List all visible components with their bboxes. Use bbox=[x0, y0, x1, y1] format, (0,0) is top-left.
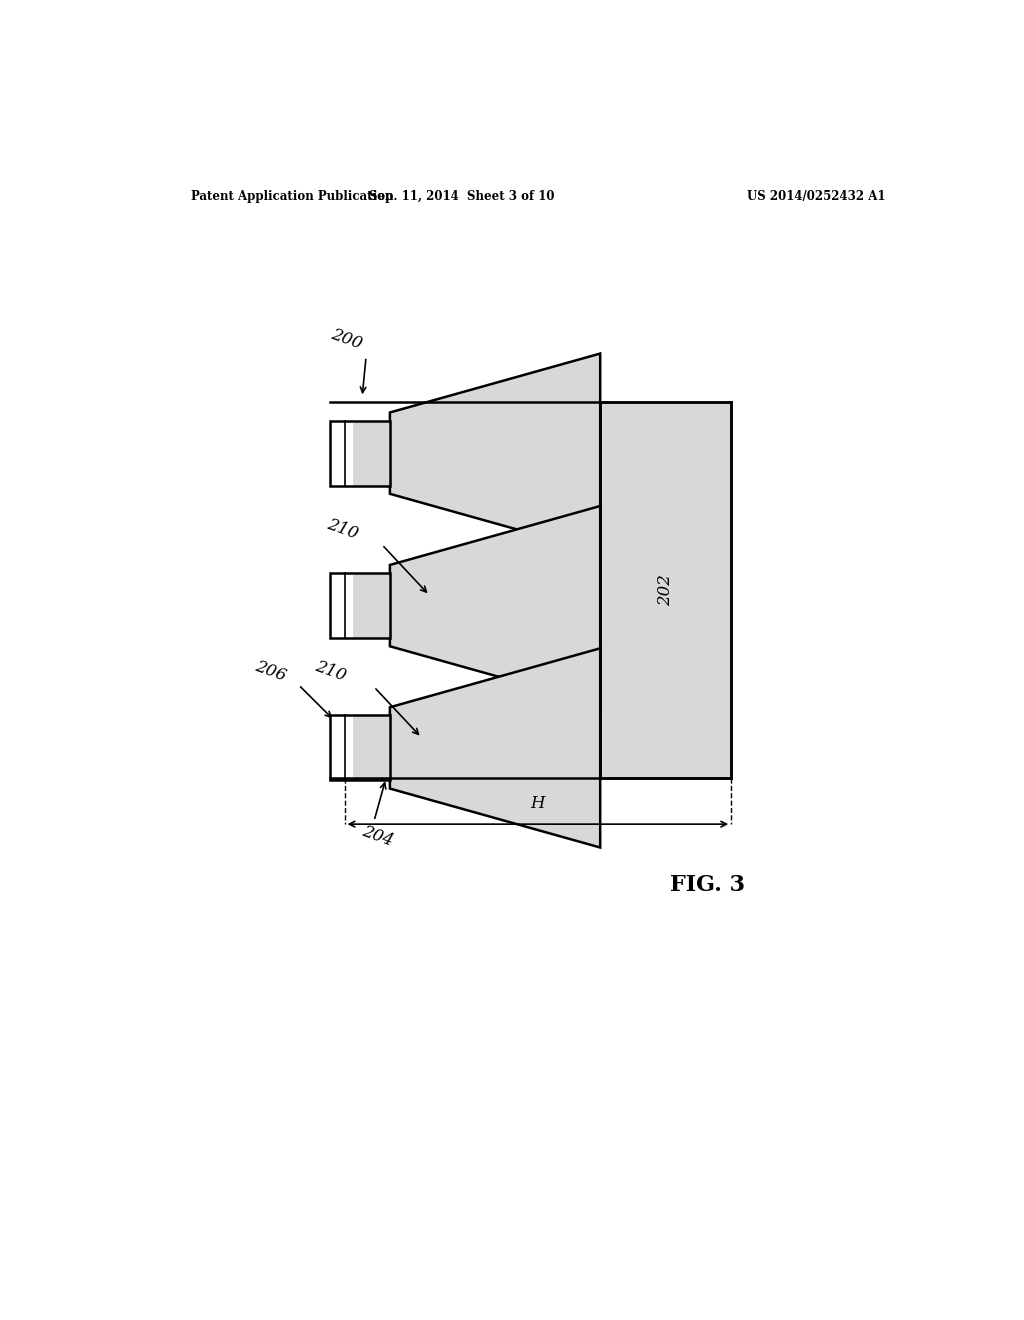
Text: 210: 210 bbox=[325, 516, 360, 543]
FancyBboxPatch shape bbox=[331, 573, 345, 638]
Text: 204: 204 bbox=[360, 822, 396, 850]
Text: 202: 202 bbox=[657, 574, 674, 606]
FancyBboxPatch shape bbox=[352, 421, 390, 486]
FancyBboxPatch shape bbox=[352, 715, 390, 780]
Polygon shape bbox=[390, 354, 600, 553]
FancyBboxPatch shape bbox=[600, 403, 731, 779]
Text: FIG. 3: FIG. 3 bbox=[670, 874, 744, 896]
Text: Sep. 11, 2014  Sheet 3 of 10: Sep. 11, 2014 Sheet 3 of 10 bbox=[369, 190, 554, 202]
FancyBboxPatch shape bbox=[331, 715, 345, 780]
Polygon shape bbox=[390, 506, 600, 705]
Text: 206: 206 bbox=[253, 659, 289, 685]
FancyBboxPatch shape bbox=[345, 715, 352, 780]
FancyBboxPatch shape bbox=[345, 573, 352, 638]
Text: H: H bbox=[530, 795, 545, 812]
FancyBboxPatch shape bbox=[331, 421, 345, 486]
Text: 200: 200 bbox=[329, 326, 365, 352]
Text: 210: 210 bbox=[312, 659, 348, 685]
FancyBboxPatch shape bbox=[352, 573, 390, 638]
FancyBboxPatch shape bbox=[345, 421, 352, 486]
Polygon shape bbox=[390, 648, 600, 847]
Text: US 2014/0252432 A1: US 2014/0252432 A1 bbox=[748, 190, 886, 202]
Text: Patent Application Publication: Patent Application Publication bbox=[191, 190, 394, 202]
